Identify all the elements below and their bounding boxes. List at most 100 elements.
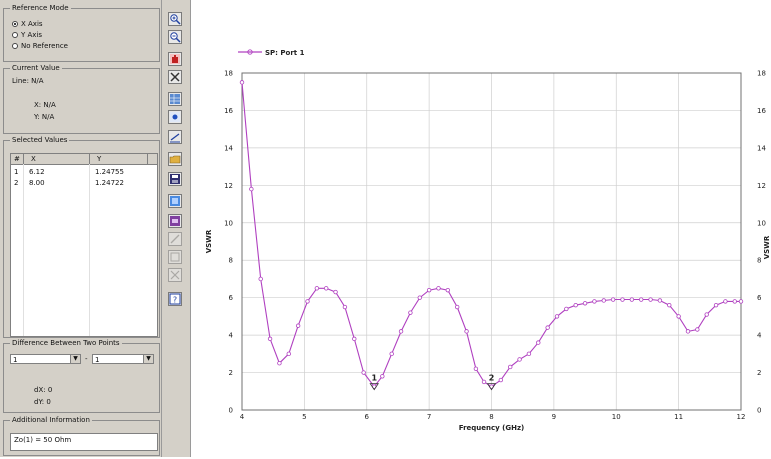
data-point[interactable] xyxy=(324,286,329,291)
table-row[interactable]: 1 6.12 1.24755 xyxy=(11,167,157,177)
current-y-value: Y: N/A xyxy=(34,113,55,121)
data-point[interactable] xyxy=(667,302,672,308)
cut-icon[interactable] xyxy=(168,250,182,264)
data-point[interactable] xyxy=(408,310,413,315)
data-point[interactable] xyxy=(398,329,404,334)
data-point[interactable] xyxy=(498,377,504,383)
grid-icon[interactable] xyxy=(168,92,182,106)
zoom-in-icon[interactable] xyxy=(168,12,182,26)
zoom-out-icon[interactable] xyxy=(168,30,182,44)
delete-icon[interactable] xyxy=(168,268,182,282)
data-point[interactable] xyxy=(685,329,691,334)
data-point[interactable] xyxy=(436,286,441,291)
table-row[interactable]: 2 8.00 1.24722 xyxy=(11,178,157,188)
data-point[interactable] xyxy=(517,357,522,362)
radio-y-axis[interactable]: Y Axis xyxy=(12,30,42,39)
marker-label: 1 xyxy=(371,374,377,383)
marker-triangle[interactable] xyxy=(486,383,497,391)
y-tick-label: 0 xyxy=(229,407,233,415)
data-point[interactable] xyxy=(536,340,541,345)
data-point[interactable] xyxy=(417,295,422,300)
data-point[interactable] xyxy=(445,287,451,293)
data-point[interactable] xyxy=(648,297,653,302)
data-point[interactable] xyxy=(657,298,663,303)
save-icon[interactable] xyxy=(168,172,182,186)
table-header: # X Y xyxy=(11,154,157,165)
column-header-x[interactable]: X xyxy=(31,155,36,163)
data-point[interactable] xyxy=(601,298,606,303)
data-point[interactable] xyxy=(592,299,597,304)
data-point[interactable] xyxy=(704,312,709,317)
data-point[interactable] xyxy=(305,299,310,304)
data-point[interactable] xyxy=(738,299,744,304)
data-point[interactable] xyxy=(267,336,273,342)
help-icon[interactable]: ? xyxy=(168,292,182,306)
column-header-index[interactable]: # xyxy=(14,155,20,163)
data-point[interactable] xyxy=(333,289,338,295)
data-point[interactable] xyxy=(380,374,385,379)
column-header-y[interactable]: Y xyxy=(97,155,102,163)
radio-button[interactable] xyxy=(12,42,18,49)
current-x-value: X: N/A xyxy=(34,101,56,109)
data-point[interactable] xyxy=(629,297,635,302)
x-tick-label: 7 xyxy=(427,413,431,421)
marker-icon[interactable] xyxy=(168,110,182,124)
chevron-down-icon[interactable]: ▼ xyxy=(70,355,80,363)
data-point[interactable] xyxy=(723,299,728,304)
x-tick-label: 5 xyxy=(302,413,306,421)
data-point[interactable] xyxy=(508,364,513,370)
data-point[interactable] xyxy=(564,306,569,312)
data-point[interactable] xyxy=(573,302,578,308)
data-point[interactable] xyxy=(389,351,394,357)
data-point[interactable] xyxy=(676,314,681,319)
point-to-select[interactable]: 1 ▼ xyxy=(92,354,154,364)
tools-icon[interactable] xyxy=(168,70,182,84)
point-from-select[interactable]: 1 ▼ xyxy=(10,354,81,364)
radio-button[interactable] xyxy=(12,20,18,27)
data-point[interactable] xyxy=(277,360,282,366)
data-point[interactable] xyxy=(286,351,291,357)
y-tick-label-right: 14 xyxy=(757,144,766,152)
chevron-down-icon[interactable]: ▼ xyxy=(143,355,153,363)
data-point[interactable] xyxy=(713,302,719,308)
data-point[interactable] xyxy=(258,276,263,282)
additional-info-textbox[interactable]: Zo(1) = 50 Ohm xyxy=(10,433,158,451)
data-point[interactable] xyxy=(473,366,479,372)
y-tick-label: 18 xyxy=(224,70,233,78)
line-icon[interactable] xyxy=(168,130,182,144)
data-point[interactable] xyxy=(639,297,644,302)
pan-icon[interactable] xyxy=(168,52,182,66)
data-point[interactable] xyxy=(426,287,432,293)
radio-x-axis[interactable]: X Axis xyxy=(12,19,43,28)
data-point[interactable] xyxy=(454,304,460,310)
data-point[interactable] xyxy=(239,80,245,85)
data-point[interactable] xyxy=(361,370,366,375)
column-divider xyxy=(147,154,148,164)
data-point[interactable] xyxy=(610,297,616,302)
radio-label: Y Axis xyxy=(21,30,43,39)
data-point[interactable] xyxy=(352,336,357,342)
data-point[interactable] xyxy=(545,325,550,330)
data-point[interactable] xyxy=(295,323,301,328)
y-tick-label: 2 xyxy=(229,369,233,377)
radio-no-reference[interactable]: No Reference xyxy=(12,41,68,50)
data-point[interactable] xyxy=(342,304,348,310)
data-point[interactable] xyxy=(582,301,588,306)
data-point[interactable] xyxy=(481,379,487,385)
data-point[interactable] xyxy=(249,186,254,192)
y-tick-label-right: 16 xyxy=(757,107,766,115)
data-point[interactable] xyxy=(314,286,320,291)
open-icon[interactable] xyxy=(168,152,182,166)
edit-icon[interactable] xyxy=(168,232,182,246)
data-point[interactable] xyxy=(526,351,532,357)
selected-values-table[interactable]: # X Y 1 6.12 1.24755 2 8.00 1.24722 xyxy=(10,153,158,337)
data-point[interactable] xyxy=(464,329,469,334)
data-point[interactable] xyxy=(732,299,737,304)
data-point[interactable] xyxy=(695,327,700,332)
marker-triangle[interactable] xyxy=(369,383,379,391)
print-icon[interactable] xyxy=(168,214,182,228)
radio-button[interactable] xyxy=(12,31,18,38)
data-point[interactable] xyxy=(620,297,625,302)
copy-icon[interactable] xyxy=(168,194,182,208)
data-point[interactable] xyxy=(554,314,560,319)
